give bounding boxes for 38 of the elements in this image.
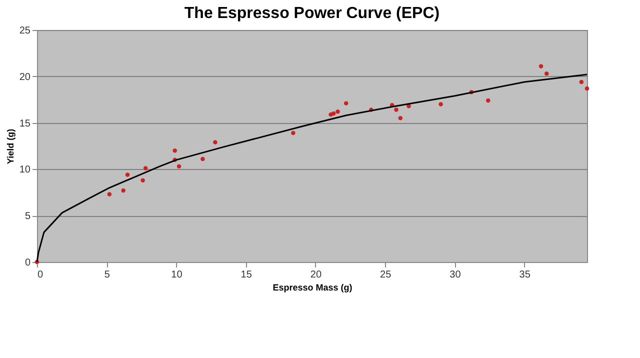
point [172, 148, 177, 153]
point [394, 108, 398, 112]
x-tick-label: 30 [450, 270, 462, 280]
x-tick-label: 20 [310, 270, 322, 280]
x-tick-label: 15 [240, 270, 252, 280]
y-tick-label: 5 [24, 211, 31, 222]
point [213, 140, 218, 144]
point [143, 166, 148, 170]
x-axis-title: Espresso Mass (g) [272, 282, 352, 292]
x-tick-label: 10 [171, 270, 183, 280]
point [125, 172, 130, 177]
y-tick-label: 15 [19, 118, 31, 130]
x-tick-label: 5 [104, 270, 110, 280]
point [200, 156, 205, 162]
point [331, 111, 336, 116]
y-tick-label: 0 [24, 258, 31, 268]
point [398, 116, 403, 120]
point [121, 188, 126, 193]
y-tick-label: 25 [19, 26, 31, 36]
point [486, 98, 490, 103]
point [336, 110, 340, 114]
chart-title: The Espresso Power Curve (EPC) [184, 5, 440, 22]
point [584, 86, 590, 91]
x-tick-label: 25 [380, 270, 392, 280]
point [140, 178, 145, 182]
x-tick-label: 0 [38, 270, 44, 280]
point [107, 192, 112, 196]
point [344, 101, 348, 106]
y-tick-label: 10 [19, 164, 31, 176]
point [538, 64, 544, 68]
y-tick-label: 20 [19, 72, 31, 83]
point [291, 130, 296, 136]
point [579, 80, 584, 84]
point [176, 164, 182, 169]
point [438, 102, 443, 106]
y-axis-title: Yield (g) [5, 128, 16, 164]
point [544, 72, 549, 76]
x-tick-label: 35 [519, 270, 531, 280]
